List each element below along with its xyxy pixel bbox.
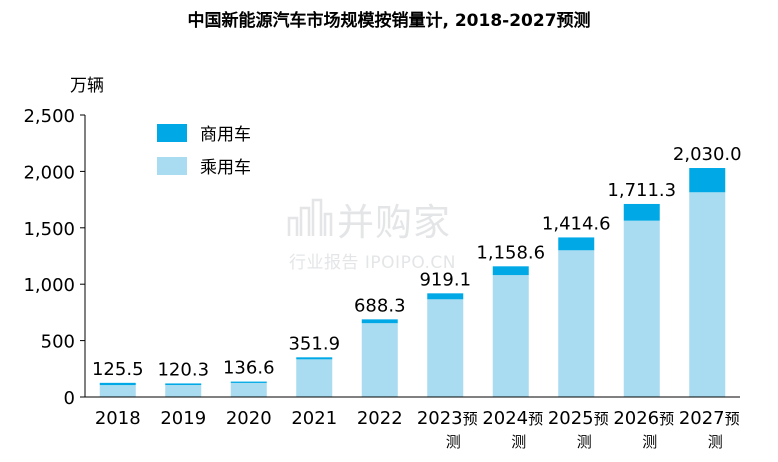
bar-segment bbox=[623, 220, 660, 397]
y-tick-label: 1,500 bbox=[23, 219, 75, 240]
x-tick-label: 2023预 bbox=[417, 408, 478, 429]
bar-segment bbox=[492, 275, 529, 397]
x-tick-label: 2025预 bbox=[548, 408, 609, 429]
bar-total-label: 351.9 bbox=[288, 333, 340, 354]
legend-swatch bbox=[157, 124, 187, 142]
bar-segment bbox=[558, 250, 595, 397]
bar-segment bbox=[492, 266, 529, 276]
legend-label: 乘用车 bbox=[200, 158, 251, 178]
bar-segment bbox=[99, 382, 136, 386]
bar-total-label: 688.3 bbox=[354, 295, 406, 316]
bar-segment bbox=[296, 357, 333, 360]
x-tick-label: 2018 bbox=[95, 408, 141, 429]
chart-title: 中国新能源汽车市场规模按销量计, 2018-2027预测 bbox=[187, 11, 591, 31]
x-tick-label-suffix: 测 bbox=[511, 433, 526, 451]
bar-segment bbox=[689, 168, 726, 193]
bar-total-label: 1,711.3 bbox=[607, 180, 676, 201]
bar-segment bbox=[558, 237, 595, 251]
bar-total-label: 136.6 bbox=[223, 358, 275, 379]
bar-segment bbox=[361, 319, 398, 324]
y-tick-label: 2,000 bbox=[23, 162, 75, 183]
y-axis-label: 万辆 bbox=[70, 76, 104, 96]
bar-segment bbox=[230, 381, 267, 383]
bar-total-label: 2,030.0 bbox=[673, 144, 742, 165]
x-tick-label: 2019 bbox=[160, 408, 206, 429]
bar-segment bbox=[230, 382, 267, 397]
bar-segment bbox=[99, 385, 136, 397]
legend-label: 商用车 bbox=[200, 125, 251, 145]
y-tick-label: 1,000 bbox=[23, 275, 75, 296]
x-tick-label-suffix: 测 bbox=[446, 433, 461, 451]
axes bbox=[84, 115, 740, 398]
y-tick-label: 0 bbox=[64, 388, 75, 409]
bar-segment bbox=[165, 383, 202, 386]
y-axis-ticks: 0 500 1,000 1,500 2,000 2,500 bbox=[23, 106, 85, 409]
x-tick-label: 2027预 bbox=[679, 408, 740, 429]
bars bbox=[99, 168, 726, 397]
y-tick-label: 500 bbox=[41, 332, 75, 353]
bar-segment bbox=[427, 299, 464, 397]
bar-segment bbox=[427, 293, 464, 300]
bar-segment bbox=[165, 385, 202, 397]
x-tick-label-suffix: 测 bbox=[708, 433, 723, 451]
bar-total-label: 120.3 bbox=[157, 359, 209, 380]
x-tick-label: 2026预 bbox=[613, 408, 674, 429]
legend-swatch bbox=[157, 157, 187, 175]
x-tick-label: 2020 bbox=[226, 408, 272, 429]
x-tick-label-suffix: 测 bbox=[577, 433, 592, 451]
bar-total-label: 919.1 bbox=[419, 269, 471, 290]
x-tick-label: 2022 bbox=[357, 408, 403, 429]
x-tick-label-suffix: 测 bbox=[642, 433, 657, 451]
value-labels: 125.5 120.3 136.6 351.9 688.3 919.11,158.6 1,4… bbox=[92, 144, 742, 380]
bar-segment bbox=[361, 323, 398, 397]
y-tick-label: 2,500 bbox=[23, 106, 75, 127]
bar-total-label: 1,414.6 bbox=[542, 213, 611, 234]
x-tick-label: 2024预 bbox=[482, 408, 543, 429]
bar-total-label: 125.5 bbox=[92, 359, 144, 380]
bar-segment bbox=[689, 192, 726, 397]
bar-total-label: 1,158.6 bbox=[476, 242, 545, 263]
x-tick-label: 2021 bbox=[291, 408, 337, 429]
bar-segment bbox=[296, 359, 333, 397]
bar-segment bbox=[623, 203, 660, 221]
